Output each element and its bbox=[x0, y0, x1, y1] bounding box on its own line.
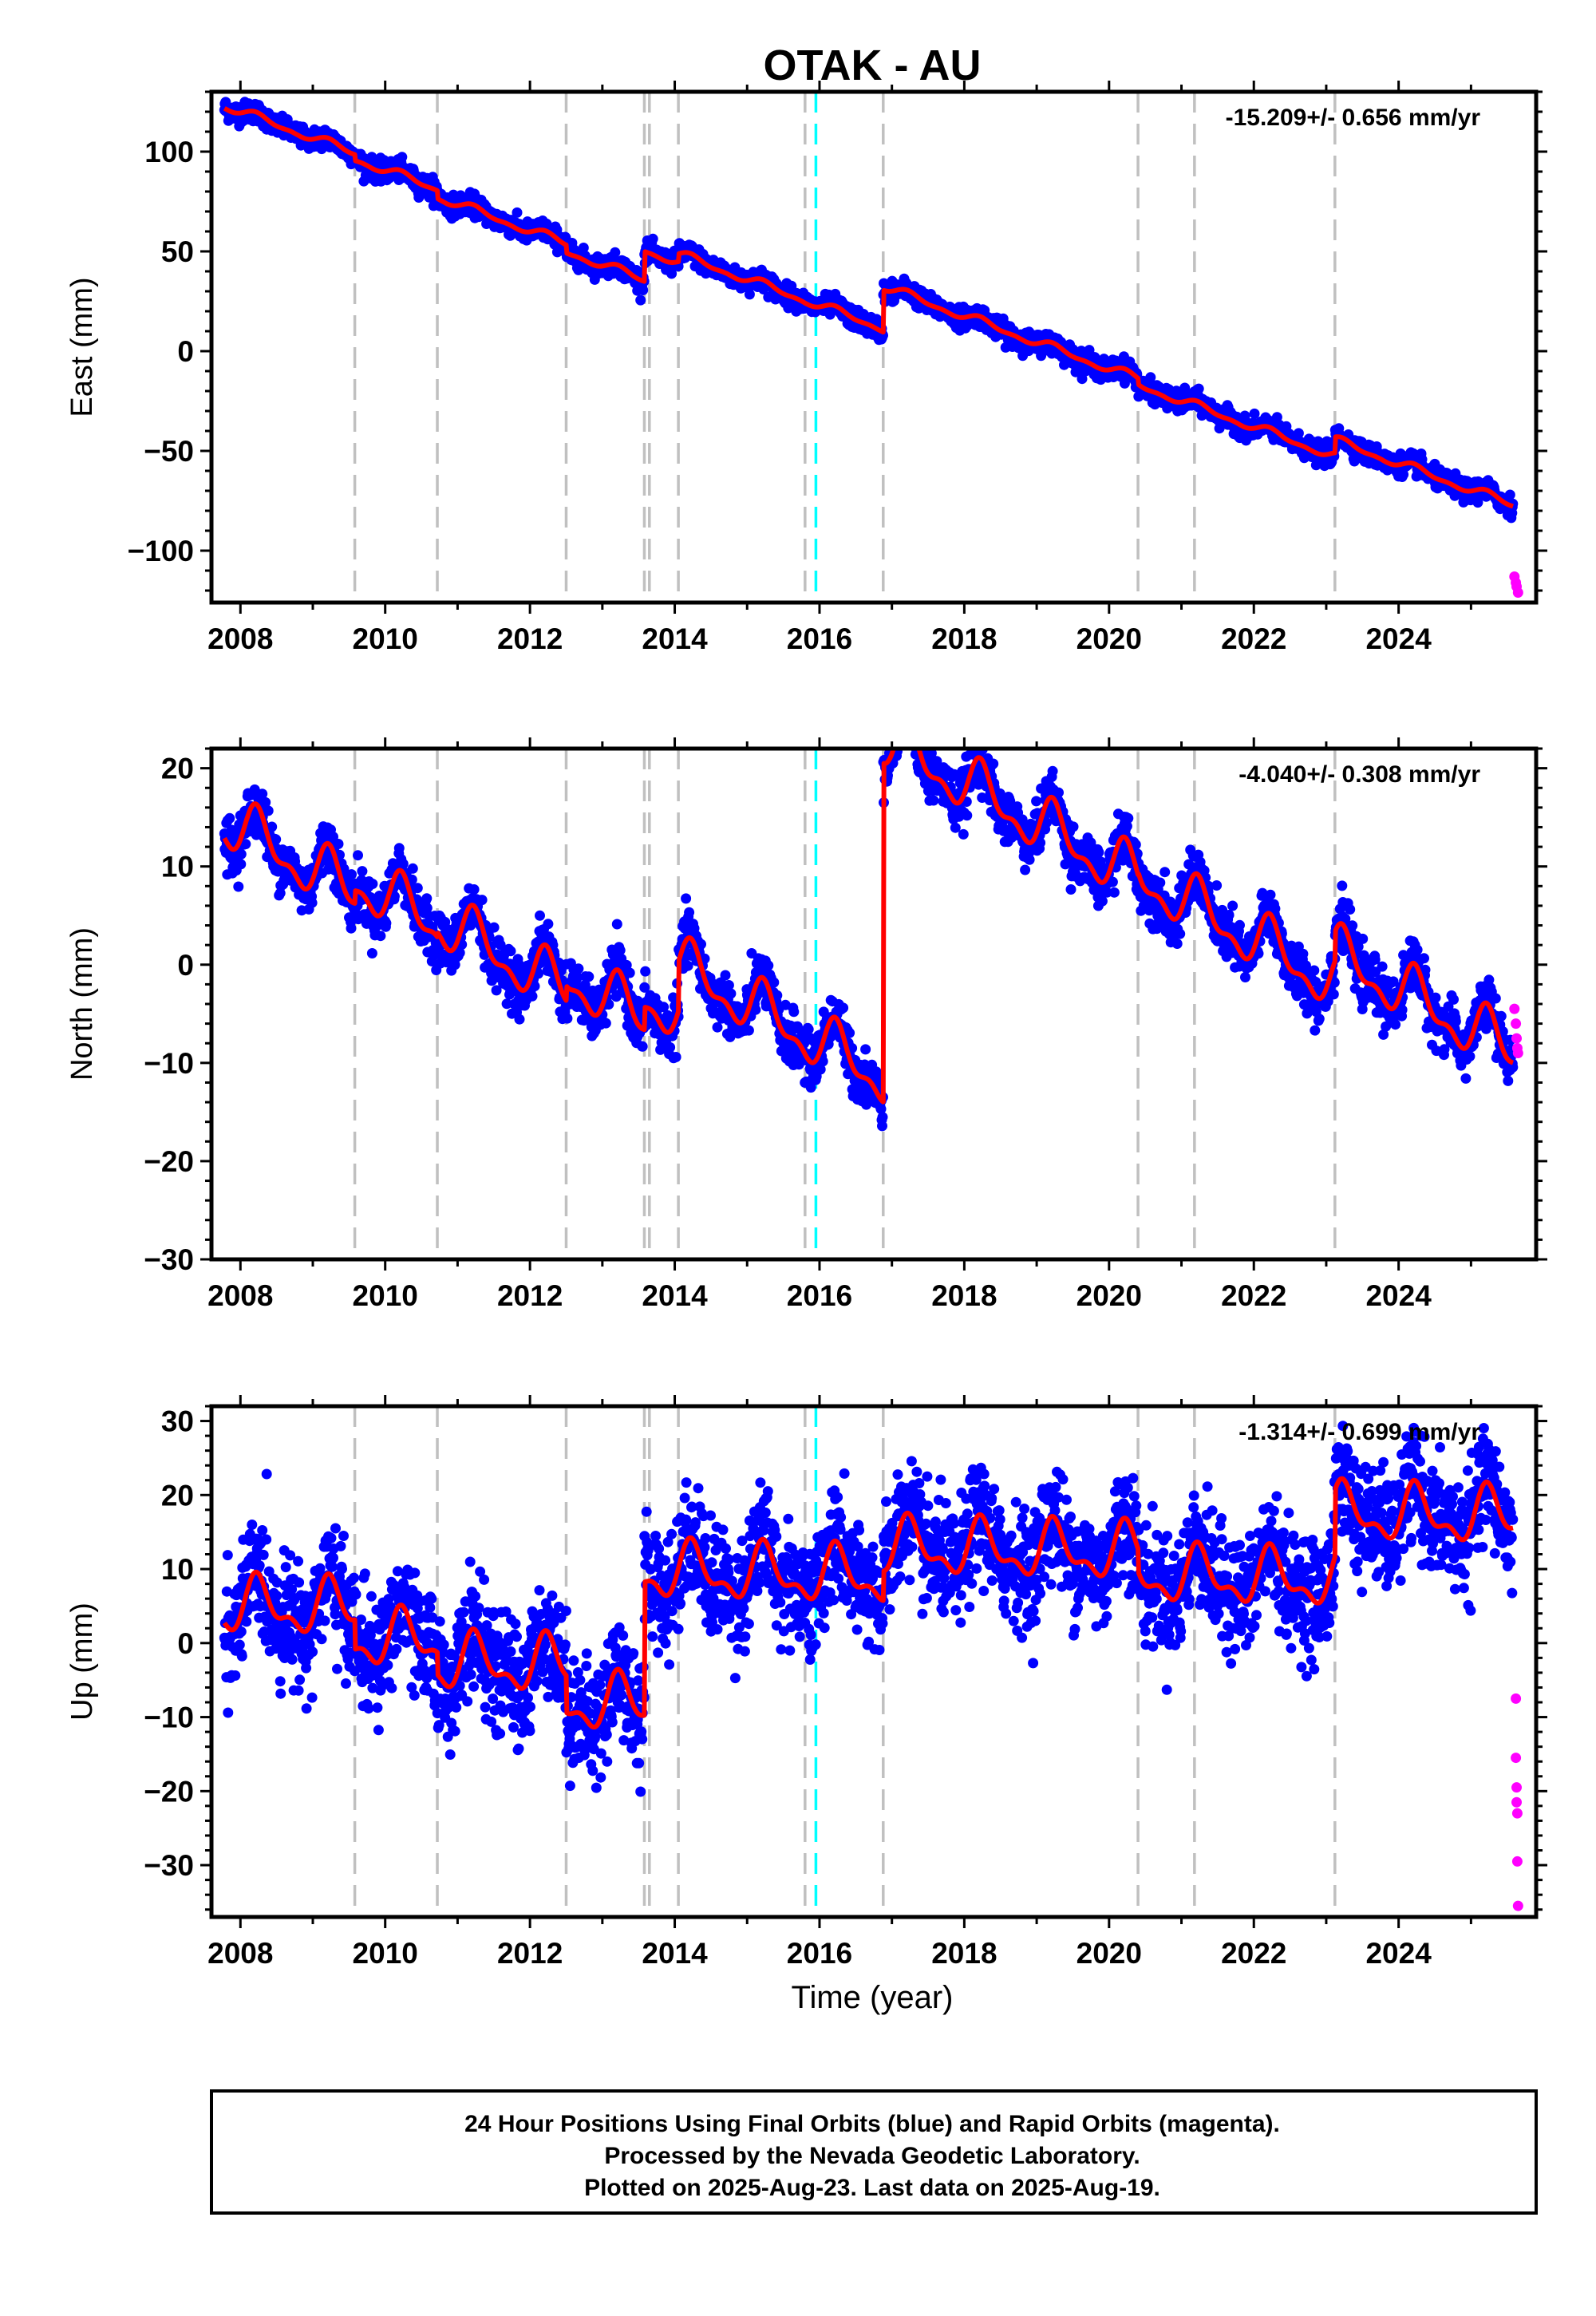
east-x-tick-label: 2022 bbox=[1221, 622, 1286, 655]
north-data-point bbox=[562, 1013, 573, 1024]
north-data-point bbox=[720, 970, 731, 981]
east-y-tick-label: 50 bbox=[161, 235, 194, 268]
north-data-point bbox=[682, 960, 693, 971]
north-data-point bbox=[407, 863, 418, 874]
north-data-point bbox=[665, 1041, 676, 1053]
north-data-point bbox=[366, 948, 377, 958]
east-x-tick-label: 2012 bbox=[497, 622, 563, 655]
north-data-point bbox=[583, 971, 595, 982]
north-data-point bbox=[670, 1052, 681, 1062]
east-x-tick-label: 2020 bbox=[1077, 622, 1142, 655]
north-data-point bbox=[235, 859, 247, 870]
north-data-point bbox=[488, 922, 500, 933]
east-data-point bbox=[610, 247, 621, 258]
north-data-point bbox=[346, 869, 357, 880]
east-data-point bbox=[647, 233, 658, 244]
east-data-point bbox=[578, 243, 589, 253]
east-x-tick-label: 2014 bbox=[642, 622, 708, 655]
north-data-point bbox=[357, 866, 368, 877]
east-y-tick-label: −100 bbox=[128, 535, 194, 567]
east-data-point bbox=[1193, 383, 1204, 394]
east-y-tick-label: −50 bbox=[144, 435, 194, 468]
north-data-point bbox=[224, 812, 235, 824]
east-y-tick-label: 0 bbox=[177, 335, 194, 368]
north-data-point bbox=[235, 848, 247, 860]
east-rate-label: -15.209+/- 0.656 mm/yr bbox=[1226, 105, 1481, 131]
north-data-point bbox=[306, 897, 318, 908]
north-data-point bbox=[637, 1041, 648, 1052]
east-rapid-point bbox=[1512, 587, 1523, 598]
north-data-point bbox=[397, 859, 409, 869]
north-data-point bbox=[346, 923, 357, 934]
north-data-point bbox=[421, 893, 433, 904]
north-data-point bbox=[263, 805, 274, 816]
north-data-point bbox=[763, 960, 774, 971]
north-data-point bbox=[333, 839, 344, 849]
east-y-axis-label: East (mm) bbox=[65, 277, 99, 417]
east-x-tick-label: 2016 bbox=[787, 622, 852, 655]
north-data-point bbox=[233, 881, 244, 892]
north-data-point bbox=[381, 918, 392, 929]
north-data-point bbox=[788, 1006, 800, 1018]
north-data-point bbox=[803, 1024, 814, 1035]
north-data-point bbox=[624, 967, 635, 978]
east-final-points bbox=[219, 97, 1519, 524]
north-data-point bbox=[640, 966, 651, 977]
east-data-point bbox=[666, 268, 678, 279]
east-data-point bbox=[638, 285, 649, 295]
north-data-point bbox=[543, 919, 554, 930]
east-x-tick-label: 2008 bbox=[207, 622, 273, 655]
north-data-point bbox=[367, 879, 378, 889]
east-x-tick-label: 2018 bbox=[931, 622, 997, 655]
north-data-point bbox=[712, 1022, 723, 1033]
north-data-point bbox=[353, 850, 363, 861]
north-data-point bbox=[375, 931, 386, 942]
north-data-point bbox=[611, 919, 622, 930]
north-data-point bbox=[527, 990, 538, 1002]
east-panel: 2008 2010 2012 2014 2016 2018 2020 2022 2024 −100… bbox=[65, 81, 1547, 655]
north-data-point bbox=[476, 895, 488, 906]
north-data-point bbox=[743, 1025, 754, 1036]
north-data-point bbox=[505, 946, 516, 957]
north-data-point bbox=[768, 977, 780, 988]
north-panel: 2008 2010 2012 2014 2016 2018 2020 2022 2024−30−… bbox=[65, 737, 1547, 1312]
north-data-point bbox=[684, 907, 695, 918]
east-data-point bbox=[1504, 489, 1515, 500]
east-data-point bbox=[397, 152, 408, 163]
north-data-point bbox=[573, 963, 584, 974]
east-plot-area bbox=[219, 92, 1523, 603]
north-data-point bbox=[681, 893, 692, 904]
north-data-point bbox=[468, 884, 480, 895]
north-data-point bbox=[412, 883, 423, 894]
east-rapid-points bbox=[1509, 571, 1523, 598]
east-data-point bbox=[744, 289, 755, 300]
north-data-point bbox=[600, 1018, 611, 1029]
east-data-point bbox=[512, 207, 523, 218]
north-data-point bbox=[535, 910, 545, 921]
north-data-point bbox=[838, 1002, 849, 1014]
east-x-tick-label: 2010 bbox=[353, 622, 418, 655]
north-data-point bbox=[514, 1014, 525, 1025]
east-x-tick-label: 2024 bbox=[1365, 622, 1432, 655]
chart-title: OTAK - AU bbox=[764, 41, 982, 89]
north-data-point bbox=[860, 1044, 871, 1055]
east-data-point bbox=[635, 294, 646, 306]
north-data-point bbox=[393, 843, 405, 854]
north-data-point bbox=[725, 988, 737, 999]
east-y-tick-label: 100 bbox=[144, 136, 194, 168]
